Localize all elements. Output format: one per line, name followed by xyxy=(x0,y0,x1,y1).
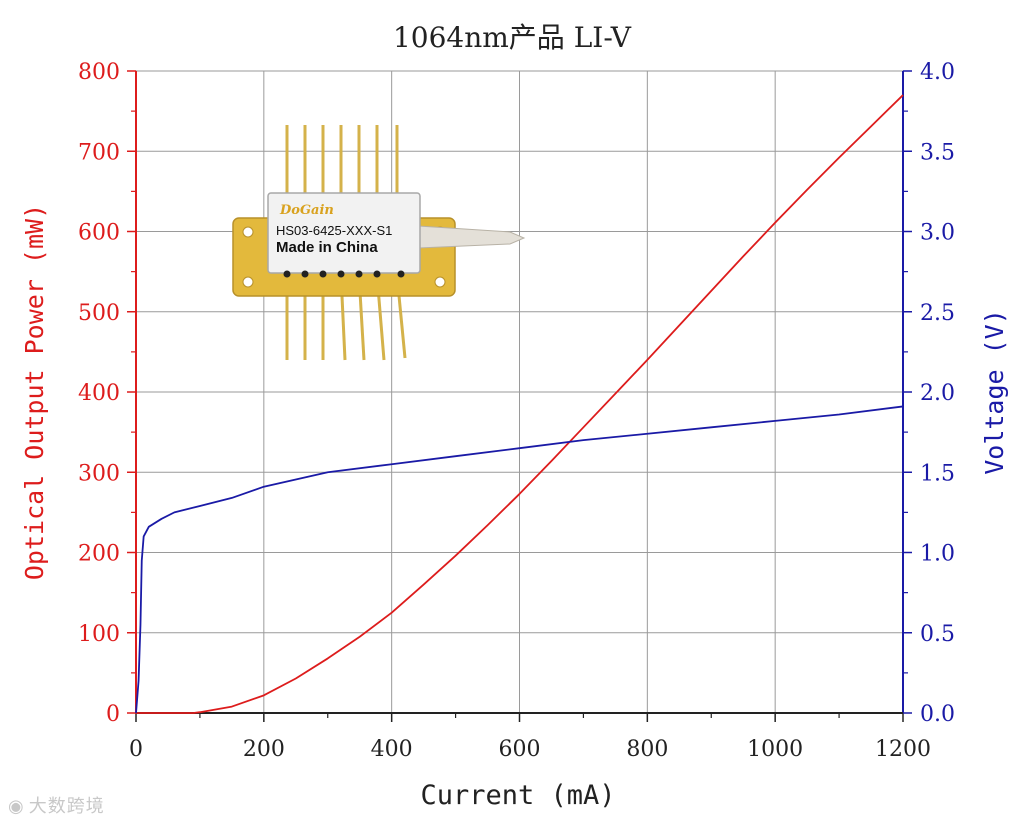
x-tick-label: 600 xyxy=(499,737,541,762)
y-left-axis-label: Optical Output Power (mW) xyxy=(20,204,49,580)
module-origin: Made in China xyxy=(276,239,378,256)
y-right-tick-label: 0.0 xyxy=(920,702,955,727)
module-model: HS03-6425-XXX-S1 xyxy=(276,223,392,238)
x-tick-label: 800 xyxy=(626,737,668,762)
chart-title: 1064nm产品 LI-V xyxy=(393,21,632,54)
y-right-tick-label: 1.5 xyxy=(920,461,955,486)
y-left-tick-label: 600 xyxy=(78,221,120,246)
x-tick-label: 200 xyxy=(243,737,285,762)
x-axis-label: Current (mA) xyxy=(420,780,615,811)
x-tick-label: 1000 xyxy=(747,737,803,762)
y-right-tick-label: 2.5 xyxy=(920,301,955,326)
y-left-tick-label: 100 xyxy=(78,622,120,647)
watermark: ◉ 大数跨境 xyxy=(8,792,105,818)
watermark-text: 大数跨境 xyxy=(28,796,105,817)
y-left-tick-label: 400 xyxy=(78,381,120,406)
x-tick-label: 1200 xyxy=(875,737,931,762)
y-right-axis-label: Voltage (V) xyxy=(980,309,1009,475)
y-left-tick-label: 0 xyxy=(106,702,120,727)
y-left-tick-label: 800 xyxy=(78,60,120,85)
y-left-tick-label: 700 xyxy=(78,140,120,165)
laser-module-image: DoGain HS03-6425-XXX-S1 Made in China xyxy=(232,125,526,361)
y-left-tick-label: 500 xyxy=(78,301,120,326)
y-right-tick-label: 0.5 xyxy=(920,622,955,647)
series-lines xyxy=(135,94,904,714)
y-left-tick-label: 300 xyxy=(78,461,120,486)
y-right-tick-label: 2.0 xyxy=(920,381,955,406)
x-tick-label: 400 xyxy=(371,737,413,762)
y-right-tick-label: 4.0 xyxy=(920,60,955,85)
y-left-tick-label: 200 xyxy=(78,542,120,567)
y-right-tick-label: 1.0 xyxy=(920,542,955,567)
voltage-series-line xyxy=(135,405,904,714)
tick-marks xyxy=(127,70,912,722)
x-tick-label: 0 xyxy=(129,737,143,762)
tick-labels: 0 200 400 600 800 1000 1200 0 100 200 300 400 500 600… xyxy=(78,60,955,762)
y-right-tick-label: 3.0 xyxy=(920,221,955,246)
y-right-tick-label: 3.5 xyxy=(920,140,955,165)
module-brand: DoGain xyxy=(279,203,334,218)
grid-lines xyxy=(136,70,903,713)
power-series-line xyxy=(136,94,904,714)
weibo-icon: ◉ xyxy=(8,796,25,817)
